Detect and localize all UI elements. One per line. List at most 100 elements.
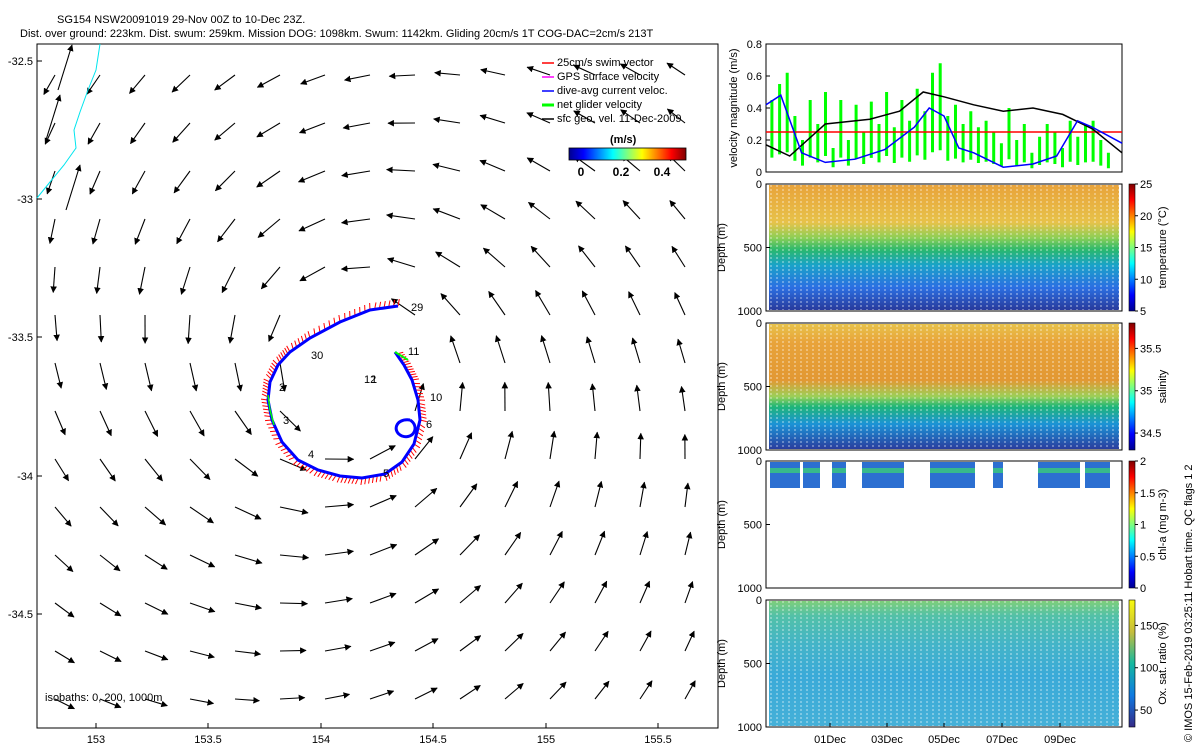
speed-colorbar [568, 147, 687, 161]
geo-velocity-arrow [99, 506, 119, 527]
geo-velocity-arrow [639, 481, 647, 508]
geostrophic-velocity-arrows [43, 44, 696, 710]
geo-velocity-arrow [54, 554, 74, 572]
geo-velocity-arrow [622, 200, 641, 220]
chlorophyll-block [930, 462, 975, 488]
velocity-ylabel: velocity magnitude (m/s) [728, 48, 740, 167]
geo-velocity-arrow [131, 170, 146, 195]
depth-tick-label: 500 [744, 659, 762, 671]
colorbar-tick-label: 50 [1140, 705, 1152, 717]
geo-velocity-arrow [581, 290, 596, 316]
legend-label: dive-avg current veloc. [557, 85, 668, 97]
geo-velocity-arrow [459, 534, 481, 556]
geo-velocity-arrow [54, 602, 75, 618]
chlorophyll-block [770, 462, 800, 488]
geo-velocity-arrow [343, 74, 371, 83]
geo-velocity-arrow [594, 680, 610, 700]
depth-axis-label: Depth (m) [716, 500, 728, 549]
geo-velocity-arrow [130, 122, 146, 145]
chlorophyll-block [1038, 462, 1080, 488]
date-tick-label: 01Dec [814, 734, 846, 746]
geo-velocity-arrow [234, 410, 252, 436]
colorbar-label: salinity [1157, 369, 1169, 403]
black-speed-line [765, 91, 1123, 157]
colorbar-label: chl-a (mg m-3) [1157, 489, 1169, 561]
geo-velocity-arrow [279, 694, 306, 702]
map-y-ticks: -32.5 -33 -33.5 -34 -34.5 [8, 56, 42, 621]
geo-velocity-arrow [459, 432, 473, 460]
geo-velocity-arrow [628, 291, 641, 316]
geo-velocity-arrow [433, 116, 461, 124]
geo-velocity-arrow [43, 74, 56, 96]
velocity-frame [765, 43, 1123, 173]
geo-velocity-arrow [45, 94, 62, 141]
colorbar-tick-label: 20 [1140, 211, 1152, 223]
map-y-tick-label: -33.5 [8, 332, 33, 344]
geo-velocity-arrow [458, 381, 466, 412]
geo-velocity-arrow [86, 74, 101, 95]
geo-velocity-arrow [585, 336, 596, 364]
geo-velocity-arrow [619, 63, 641, 76]
geo-velocity-arrow [432, 162, 461, 172]
geo-velocity-arrow [666, 108, 686, 124]
geo-velocity-arrow [279, 647, 307, 654]
net-glider-velocity-track [267, 394, 275, 426]
map-x-ticks: 153 153.5 154 154.5 155 155.5 [87, 723, 672, 746]
velocity-panel: 0 0.2 0.4 0.6 0.8 velocity magnitude (m/s) [728, 39, 1123, 179]
geo-velocity-arrow [639, 630, 652, 652]
chlorophyll-block [862, 462, 904, 488]
geo-velocity-arrow [54, 410, 66, 436]
map-x-tick-label: 155 [537, 734, 555, 746]
day-label: 5 [383, 468, 389, 480]
geo-velocity-arrow [172, 122, 191, 143]
section-panel-2: 0 500 1000 Depth (m) 34.5 35 35.5 salinity [716, 318, 1169, 457]
chlorophyll-block [1085, 462, 1110, 488]
geo-velocity-arrow [434, 69, 461, 77]
date-tick-label: 03Dec [871, 734, 903, 746]
geo-velocity-arrow [173, 170, 191, 194]
geo-velocity-arrow [54, 650, 75, 664]
colorbar-tick-label: 0.2 [613, 165, 630, 179]
geo-velocity-arrow [46, 170, 56, 195]
dive-avg-current-loop [394, 418, 417, 439]
velocity-y-tick-label: 0.2 [747, 135, 762, 147]
geo-velocity-arrow [459, 483, 478, 508]
geo-velocity-arrow [214, 74, 236, 91]
geo-velocity-arrow [341, 218, 371, 226]
colorbar-title: (m/s) [610, 134, 637, 146]
geo-velocity-arrow [482, 247, 506, 268]
colorbar-tick-label: 0 [578, 165, 585, 179]
geo-velocity-arrow [386, 166, 416, 174]
geo-velocity-arrow [414, 638, 439, 652]
geo-velocity-arrow [234, 650, 262, 657]
geo-velocity-arrow [639, 580, 651, 604]
geo-velocity-arrow [549, 530, 563, 556]
geo-velocity-arrow [279, 362, 287, 392]
geo-velocity-arrow [631, 337, 641, 364]
geo-velocity-arrow [99, 410, 112, 437]
geo-velocity-arrow [340, 265, 371, 272]
geo-velocity-arrow [65, 164, 82, 211]
geo-velocity-arrow [144, 698, 168, 708]
colorbar-tick-label: 1.5 [1140, 488, 1155, 500]
geo-velocity-arrow [369, 689, 395, 700]
geo-velocity-arrow [324, 692, 351, 700]
chlorophyll-band [1038, 468, 1080, 473]
geo-velocity-arrow [91, 218, 101, 245]
geo-velocity-arrow [594, 530, 606, 556]
geo-velocity-arrow [528, 201, 551, 220]
colorbar-label: Ox. sat. ratio (%) [1157, 622, 1169, 705]
geo-velocity-arrow [54, 458, 69, 482]
geo-velocity-arrow [214, 122, 236, 141]
geo-velocity-arrow [134, 218, 146, 245]
colorbar-tick-label: 34.5 [1140, 428, 1161, 440]
speed-colorbar-ticks: 0 0.2 0.4 [578, 165, 671, 179]
map-x-tick-label: 154 [312, 734, 330, 746]
depth-axis-label: Depth (m) [716, 223, 728, 272]
geo-velocity-arrow [50, 266, 57, 293]
geo-velocity-arrow [227, 314, 236, 344]
day-label: 1 [371, 374, 377, 386]
geo-velocity-arrow [189, 602, 216, 613]
day-label: 3 [283, 415, 289, 427]
